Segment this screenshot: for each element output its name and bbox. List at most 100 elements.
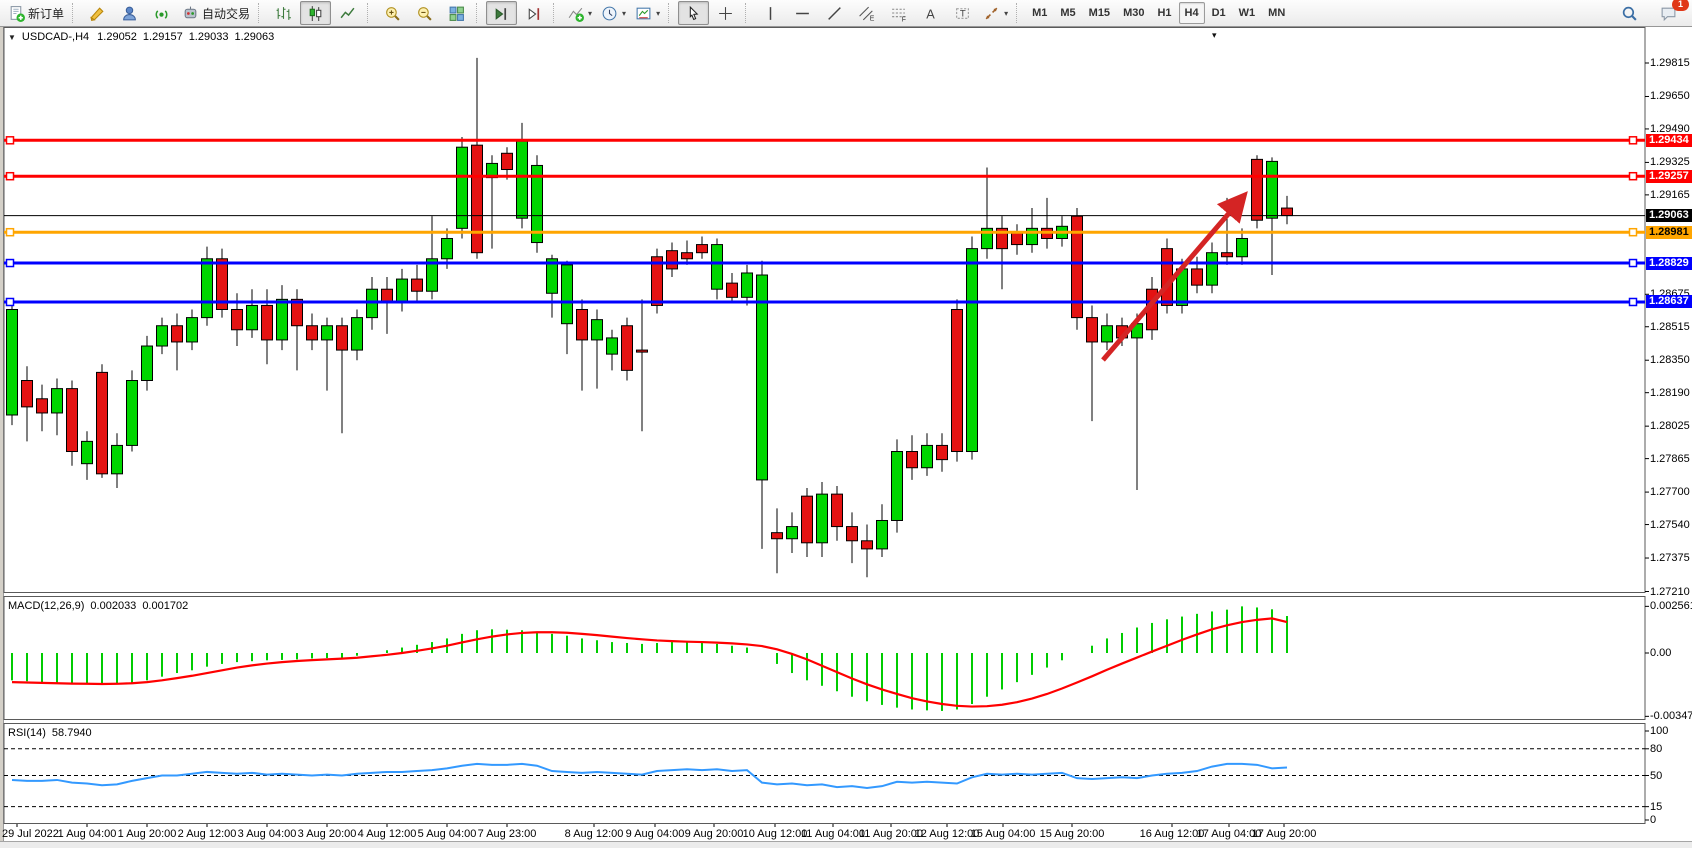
timeframe-h4-button[interactable]: H4: [1178, 2, 1205, 24]
arrows-dropdown-icon[interactable]: ▾: [1004, 8, 1009, 18]
periods-dropdown-icon[interactable]: ▾: [622, 8, 627, 18]
trendline-button[interactable]: [819, 1, 850, 25]
date-tick-label: 4 Aug 12:00: [357, 828, 417, 840]
cursor-button[interactable]: [678, 1, 710, 25]
doc-plus-icon: [8, 5, 25, 22]
hline-handle[interactable]: [1628, 258, 1638, 268]
candle: [96, 371, 108, 475]
chart-shift-button[interactable]: [518, 1, 549, 25]
candle: [1266, 160, 1278, 219]
fibonacci-button[interactable]: F: [883, 1, 914, 25]
timeframe-m5-button[interactable]: M5: [1060, 7, 1076, 19]
svg-text:E: E: [870, 15, 875, 22]
price-tick-label: 1.29815: [1650, 57, 1690, 69]
zoom-in-button[interactable]: [377, 1, 408, 25]
hline-handle[interactable]: [1628, 227, 1638, 237]
timeframe-h1-button[interactable]: H1: [1157, 7, 1172, 19]
bar-chart-button[interactable]: [268, 1, 299, 25]
indicators-dropdown-icon[interactable]: ▾: [588, 8, 593, 18]
styler-button[interactable]: [82, 1, 113, 25]
text-button[interactable]: A: [915, 1, 946, 25]
indicators-button[interactable]: ▾: [563, 1, 596, 25]
clock-icon: [601, 5, 618, 22]
arrows-button[interactable]: ▾: [979, 1, 1012, 25]
search-button[interactable]: [1614, 1, 1645, 25]
notifications-button[interactable]: 1: [1653, 0, 1689, 25]
autotrading-button[interactable]: 自动交易: [178, 1, 254, 25]
tile-windows-button[interactable]: [441, 1, 472, 25]
candle: [951, 308, 963, 453]
candle-chart-button[interactable]: [300, 1, 332, 25]
profile-button[interactable]: [114, 1, 145, 25]
candle: [726, 282, 738, 298]
timeframe-m1-button[interactable]: M1: [1032, 7, 1048, 19]
price-tick-label: 1.29650: [1650, 90, 1690, 103]
candle: [1251, 158, 1263, 221]
crosshair-button[interactable]: [710, 1, 741, 25]
candle: [771, 532, 783, 540]
candle: [981, 227, 993, 250]
price-tick-label: 1.29490: [1650, 122, 1690, 135]
candle: [246, 304, 258, 331]
candle: [1236, 237, 1248, 258]
trend-arrow[interactable]: [1101, 191, 1248, 362]
timeframe-m15-button[interactable]: M15: [1088, 7, 1111, 19]
rsi-tick-label: 80: [1650, 742, 1663, 755]
toolbar-separator: [745, 3, 751, 23]
macd-signal-value: 0.001702: [142, 600, 189, 612]
date-tick-label: 12 Aug 12:00: [914, 828, 980, 840]
text-label-button[interactable]: T: [947, 1, 978, 25]
hline-handle[interactable]: [5, 297, 15, 307]
hline-handle[interactable]: [1628, 297, 1638, 307]
equidistant-channel-button[interactable]: E: [851, 1, 882, 25]
vline-icon: [762, 5, 779, 22]
horizontal-line-button[interactable]: [787, 1, 818, 25]
new-order-button[interactable]: 新订单: [4, 1, 68, 25]
hline-handle[interactable]: [5, 171, 15, 181]
rsi-line: [11, 762, 1288, 789]
toolbar-separator: [1016, 3, 1022, 23]
candle: [786, 526, 798, 540]
timeframe-d1-button[interactable]: D1: [1211, 7, 1226, 19]
candle: [351, 317, 363, 351]
hline-handle[interactable]: [5, 258, 15, 268]
chart-canvas[interactable]: [0, 27, 1692, 841]
hline-handle[interactable]: [1628, 171, 1638, 181]
date-tick-label: 29 Jul 2022: [2, 828, 59, 840]
timeframe-mn-button[interactable]: MN: [1268, 7, 1286, 19]
candle: [441, 237, 453, 260]
rsi-tick-label: 50: [1650, 769, 1663, 782]
hline-handle[interactable]: [1628, 136, 1638, 145]
auto-scroll-button[interactable]: [486, 1, 518, 25]
label-t-icon: T: [954, 5, 971, 22]
timeframe-w1-button[interactable]: W1: [1238, 7, 1256, 19]
zoom-out-button[interactable]: [409, 1, 440, 25]
date-tick-label: 2 Aug 12:00: [177, 828, 237, 840]
candle: [381, 288, 393, 302]
macd-tick-label: 0.002561: [1650, 600, 1692, 613]
toolbar-separator: [476, 3, 482, 23]
chart-context-arrow-icon[interactable]: ▾: [1212, 30, 1217, 40]
hline-handle[interactable]: [5, 227, 15, 237]
date-tick-label: 9 Aug 04:00: [625, 828, 685, 840]
templates-dropdown-icon[interactable]: ▾: [656, 8, 661, 18]
toolbar-separator: [258, 3, 264, 23]
candle: [696, 244, 708, 254]
hline-handle[interactable]: [5, 136, 15, 145]
chart-expand-icon[interactable]: ▼: [8, 32, 16, 42]
candle: [156, 325, 168, 347]
price-tick-label: 1.29165: [1650, 188, 1690, 201]
candle: [741, 272, 753, 298]
candle: [1281, 207, 1293, 217]
channel-e-icon: E: [858, 5, 875, 22]
templates-button[interactable]: ▾: [631, 1, 664, 25]
candle: [201, 258, 213, 319]
date-tick-label: 7 Aug 23:00: [477, 828, 537, 840]
signals-button[interactable]: [146, 1, 177, 25]
line-chart-button[interactable]: [332, 1, 363, 25]
candle: [801, 495, 813, 544]
vertical-line-button[interactable]: [755, 1, 786, 25]
timeframe-m30-button[interactable]: M30: [1123, 7, 1145, 19]
price-line-label: 1.29434: [1646, 133, 1692, 147]
periods-button[interactable]: ▾: [597, 1, 630, 25]
